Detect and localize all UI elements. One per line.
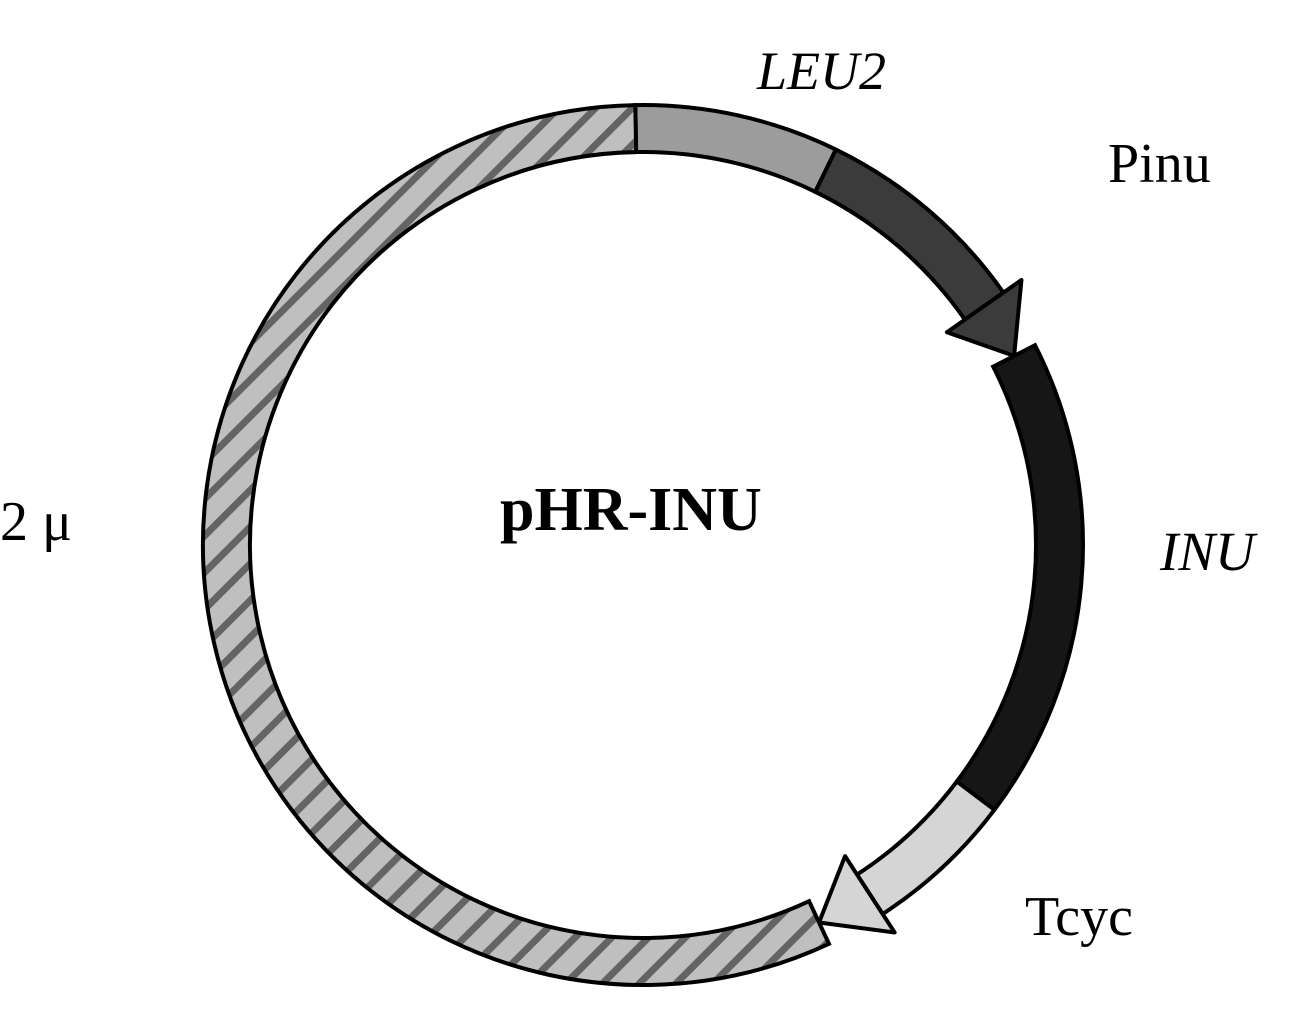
plasmid-map: { "plasmid": { "name": "pHR-INU", "cx": … (0, 0, 1307, 1031)
label-2mu: 2 μ (0, 490, 72, 554)
segment-INU (957, 345, 1083, 810)
label-Pinu: Pinu (1108, 132, 1211, 196)
label-INU: INU (1160, 520, 1255, 583)
label-LEU2: LEU2 (757, 40, 886, 102)
segment-Pinu (815, 150, 1003, 320)
label-center: pHR-INU (500, 475, 762, 546)
segment-LEU2 (635, 105, 836, 192)
label-Tcyc: Tcyc (1025, 885, 1133, 949)
segment-Tcyc (857, 782, 994, 915)
